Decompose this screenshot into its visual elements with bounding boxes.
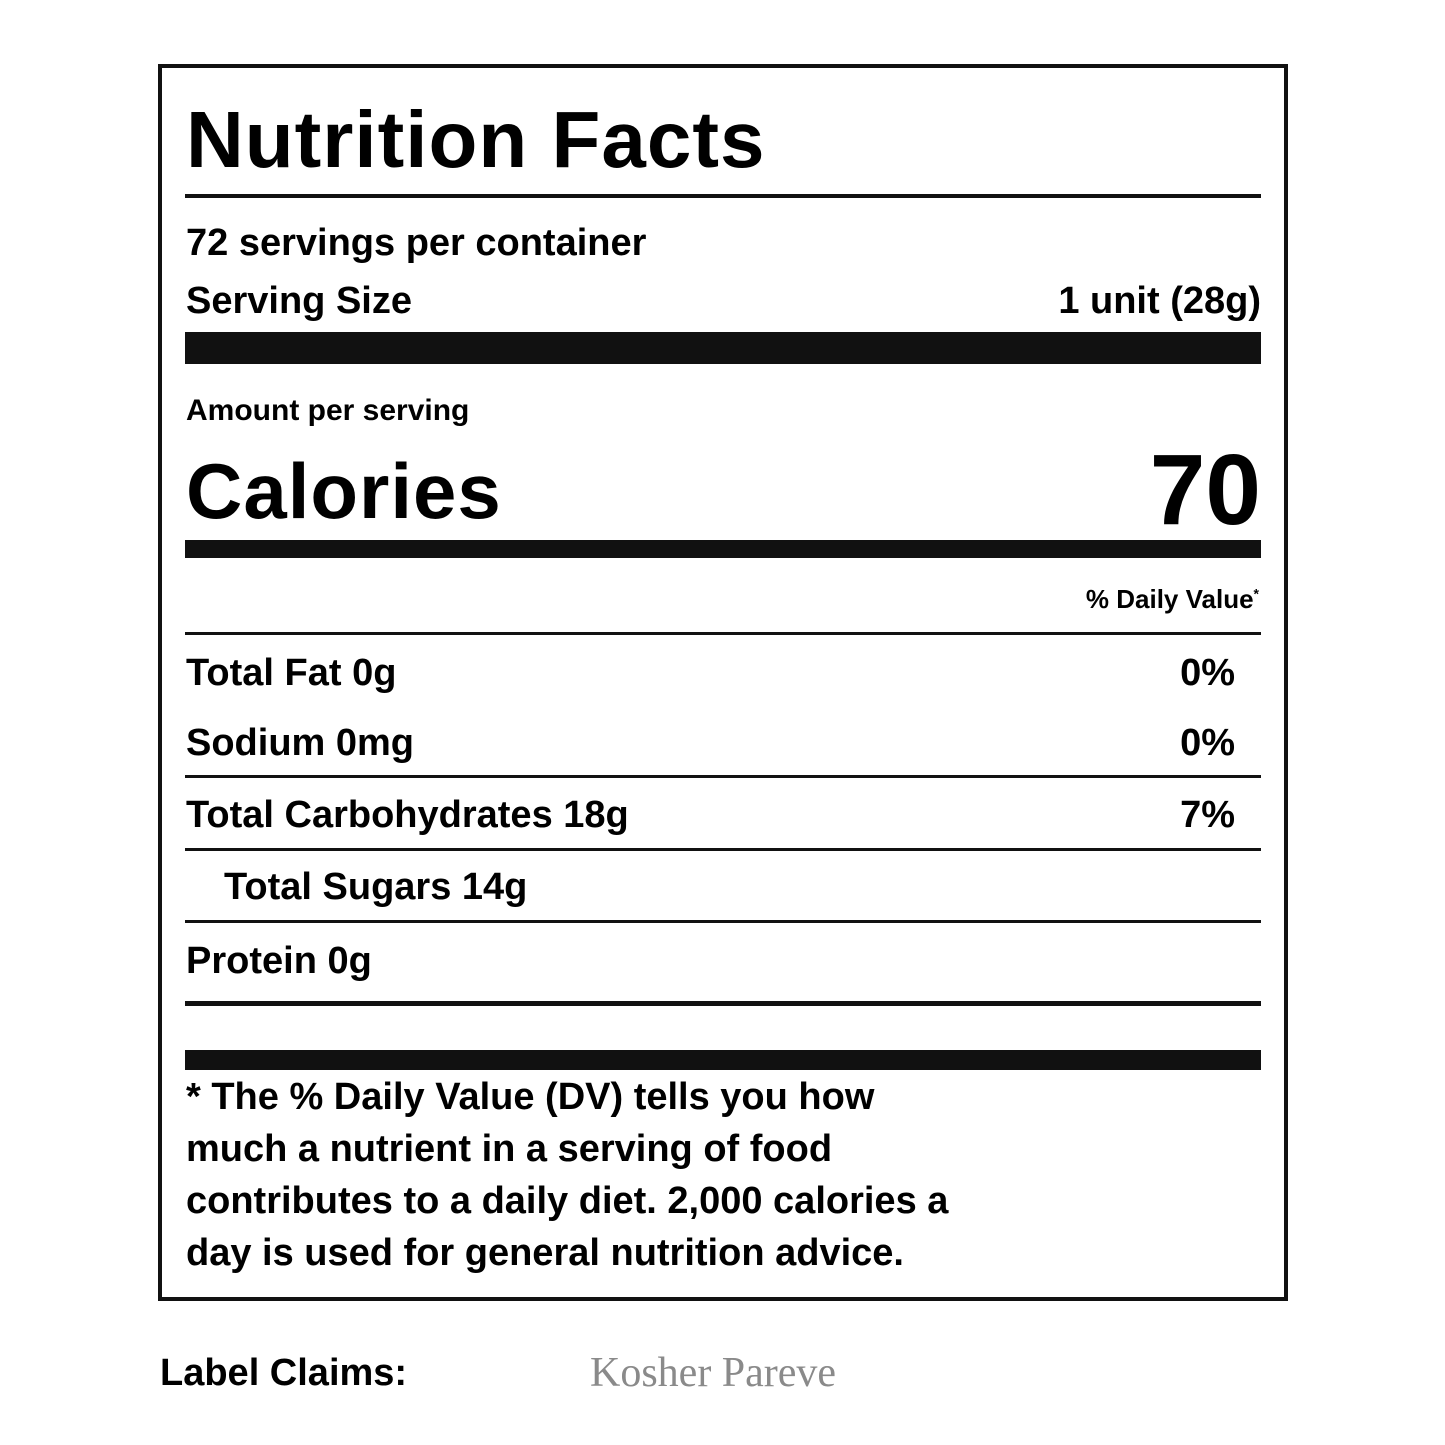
- thick-divider: [185, 1050, 1261, 1070]
- label-claims-label: Label Claims:: [160, 1352, 408, 1394]
- servings-per-container: 72 servings per container: [186, 222, 647, 264]
- amount-per-serving: Amount per serving: [186, 394, 470, 427]
- nutrient-dv-total-fat: 0%: [1180, 652, 1235, 694]
- nutrient-label-total-carbohydrates: Total Carbohydrates 18g: [186, 794, 629, 836]
- divider: [185, 1001, 1261, 1006]
- footnote-line: * The % Daily Value (DV) tells you how: [186, 1076, 875, 1118]
- nutrition-facts-panel: [158, 64, 1288, 1301]
- calories-value: 70: [1149, 434, 1261, 546]
- calories-label: Calories: [186, 447, 502, 535]
- footnote-line: much a nutrient in a serving of food: [186, 1128, 833, 1170]
- daily-value-asterisk: *: [1253, 585, 1259, 602]
- nutrient-dv-sodium: 0%: [1180, 722, 1235, 764]
- divider: [185, 194, 1261, 198]
- thick-divider: [185, 540, 1261, 558]
- daily-value-label: % Daily Value: [1085, 584, 1254, 614]
- nutrient-label-total-fat: Total Fat 0g: [186, 652, 397, 694]
- divider: [185, 775, 1261, 778]
- serving-size-value: 1 unit (28g): [1058, 280, 1261, 322]
- footnote-line: contributes to a daily diet. 2,000 calor…: [186, 1180, 949, 1222]
- divider: [185, 848, 1261, 851]
- panel-title: Nutrition Facts: [186, 95, 766, 184]
- serving-size-label: Serving Size: [186, 280, 412, 322]
- footnote-line: day is used for general nutrition advice…: [186, 1232, 904, 1274]
- nutrient-dv-total-carbohydrates: 7%: [1180, 794, 1235, 836]
- daily-value-header: % Daily Value*: [1086, 586, 1259, 612]
- thick-divider: [185, 332, 1261, 364]
- nutrient-label-sodium: Sodium 0mg: [186, 722, 415, 764]
- divider: [185, 632, 1261, 635]
- divider: [185, 920, 1261, 923]
- nutrient-label-protein: Protein 0g: [186, 940, 372, 982]
- label-claims-value: Kosher Pareve: [590, 1350, 837, 1396]
- nutrient-label-total-sugars: Total Sugars 14g: [224, 866, 528, 908]
